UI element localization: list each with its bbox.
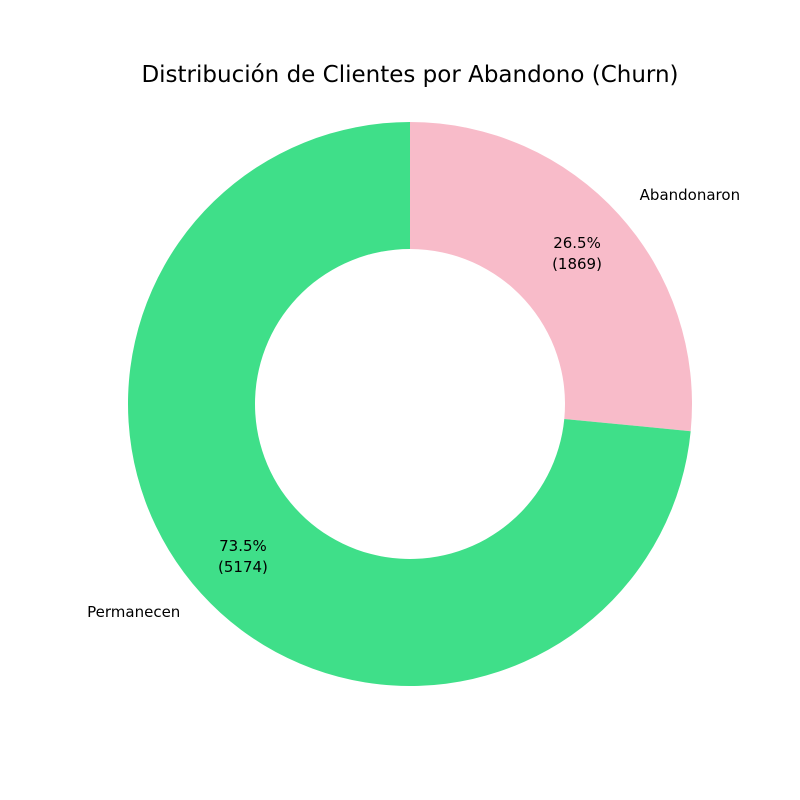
donut-slice-permanecen bbox=[127, 122, 691, 686]
donut-slices bbox=[127, 122, 692, 686]
slice-percent-label-permanecen: 73.5% bbox=[219, 537, 267, 555]
slice-label-permanecen: Permanecen bbox=[87, 603, 180, 621]
slice-count-label-permanecen: (5174) bbox=[218, 558, 268, 576]
donut-labels: Abandonaron 26.5% (1869) Permanecen 73.5% (51… bbox=[87, 186, 740, 621]
chart-title: Distribución de Clientes por Abandono (C… bbox=[141, 62, 679, 88]
donut-slice-abandonaron bbox=[410, 122, 692, 432]
slice-percent-label-abandonaron: 26.5% bbox=[553, 234, 601, 252]
slice-label-abandonaron: Abandonaron bbox=[640, 186, 740, 204]
slice-count-label-abandonaron: (1869) bbox=[552, 255, 602, 273]
